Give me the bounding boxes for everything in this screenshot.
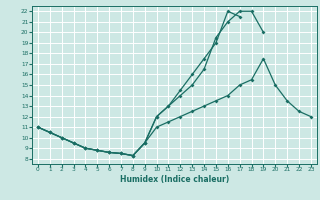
X-axis label: Humidex (Indice chaleur): Humidex (Indice chaleur) bbox=[120, 175, 229, 184]
